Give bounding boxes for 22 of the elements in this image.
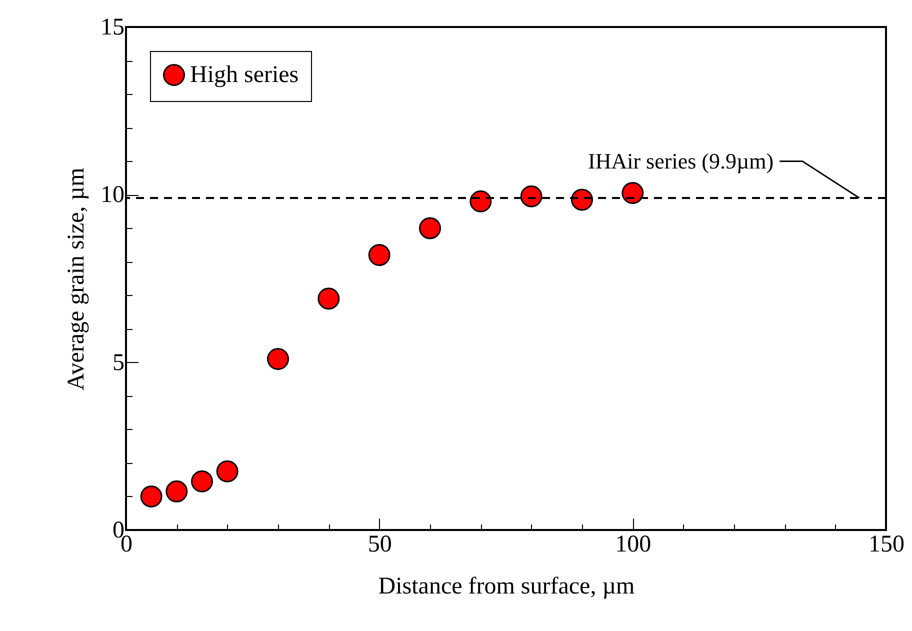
point — [191, 470, 213, 492]
point — [470, 190, 492, 212]
y-tick-label: 5 — [112, 350, 124, 376]
point — [318, 288, 340, 310]
y-tick-label: 15 — [100, 14, 124, 40]
point — [419, 217, 441, 240]
legend-label: High series — [190, 62, 299, 88]
point — [520, 185, 542, 208]
point — [368, 244, 390, 266]
x-tick-label: 100 — [615, 532, 652, 558]
x-tick-label: 150 — [868, 532, 904, 558]
y-axis-title: Average grain size, µm — [64, 167, 90, 390]
ref-line-label: IHAir series (9.9µm) — [588, 148, 774, 174]
x-axis-title: Distance from surface, µm — [378, 574, 636, 600]
x-tick-label: 50 — [368, 532, 392, 558]
point — [216, 460, 238, 482]
point — [166, 480, 188, 502]
point — [267, 348, 289, 370]
y-tick-label: 10 — [100, 182, 124, 208]
point — [622, 182, 644, 204]
point — [140, 485, 162, 508]
point — [571, 188, 593, 211]
